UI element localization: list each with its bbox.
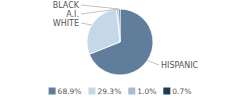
chart: HISPANIC WHITEA.I.BLACK 68.9% 29.3% 1.0% 0.7%: [0, 0, 240, 100]
slice: [87, 9, 120, 54]
category-label: WHITE: [53, 19, 79, 28]
legend-item: 29.3%: [88, 87, 121, 96]
category-label: HISPANIC: [161, 61, 199, 70]
legend-swatch: [163, 88, 170, 95]
legend-item: 0.7%: [163, 87, 191, 96]
legend-swatch: [49, 88, 56, 95]
labels: HISPANIC WHITEA.I.BLACK: [53, 1, 199, 70]
leader-line: [81, 9, 118, 14]
leader-line: [81, 5, 119, 9]
legend-label: 1.0%: [137, 87, 156, 96]
category-label: BLACK: [53, 1, 80, 10]
slice: [119, 9, 120, 42]
leader-line: [81, 23, 92, 25]
legend: 68.9% 29.3% 1.0% 0.7%: [49, 87, 192, 96]
legend-label: 0.7%: [172, 87, 191, 96]
legend-label: 68.9%: [58, 87, 82, 96]
legend-item: 68.9%: [49, 87, 82, 96]
pie: [87, 9, 153, 75]
legend-swatch: [88, 88, 95, 95]
legend-item: 1.0%: [128, 87, 156, 96]
legend-label: 29.3%: [97, 87, 121, 96]
category-label: A.I.: [66, 10, 79, 19]
legend-swatch: [128, 88, 135, 95]
slice: [116, 9, 120, 42]
leader-line: [147, 61, 159, 65]
